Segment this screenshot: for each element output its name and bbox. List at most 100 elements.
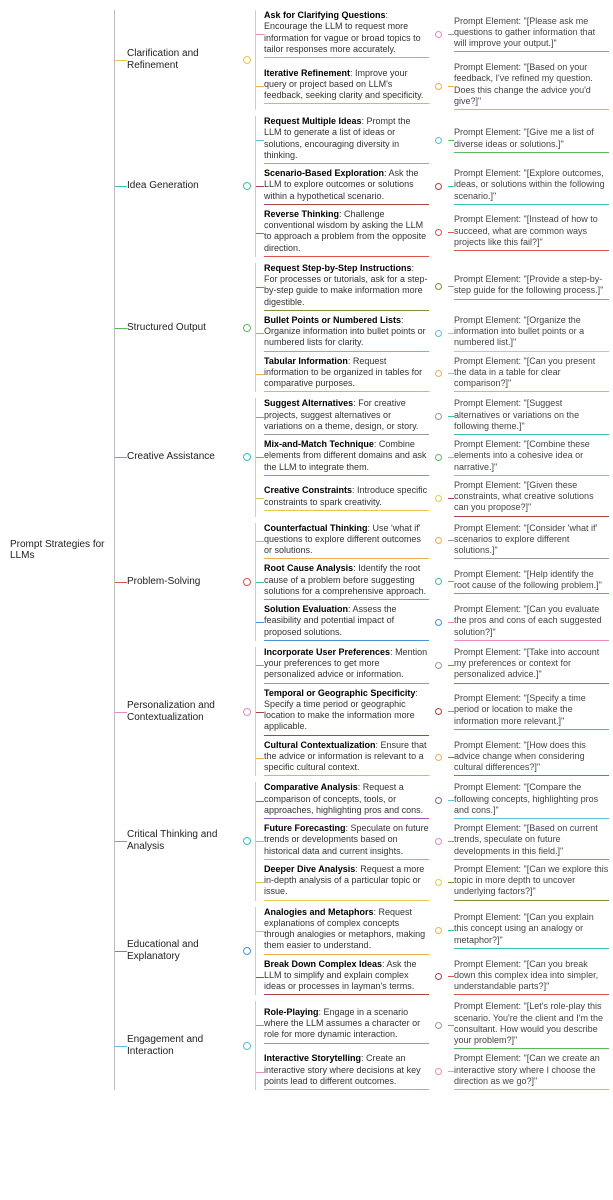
node-dot (435, 879, 442, 886)
item-title: Role-Playing (264, 1007, 319, 1017)
node-dot (435, 797, 442, 804)
category-label: Educational and Explanatory (127, 939, 241, 963)
prompt-element: Prompt Element: "[Can we explore this to… (454, 864, 609, 901)
item: Creative Constraints: Introduce specific… (256, 480, 609, 517)
category-label: Clarification and Refinement (127, 48, 241, 72)
items-container: Role-Playing: Engage in a scenario where… (255, 1001, 609, 1090)
items-container: Request Multiple Ideas: Prompt the LLM t… (255, 116, 609, 257)
node-dot (243, 578, 251, 586)
node-dot (435, 495, 442, 502)
item-description: Request Multiple Ideas: Prompt the LLM t… (264, 116, 429, 164)
item-description: Iterative Refinement: Improve your query… (264, 68, 429, 105)
item: Request Step-by-Step Instructions: For p… (256, 263, 609, 311)
item: Break Down Complex Ideas: Ask the LLM to… (256, 959, 609, 996)
item: Future Forecasting: Speculate on future … (256, 823, 609, 860)
prompt-element: Prompt Element: "[Instead of how to succ… (454, 214, 609, 251)
item: Cultural Contextualization: Ensure that … (256, 740, 609, 777)
prompt-element: Prompt Element: "[Please ask me question… (454, 16, 609, 53)
node-dot (435, 229, 442, 236)
node-dot (435, 1068, 442, 1075)
item-description: Temporal or Geographic Specificity: Spec… (264, 688, 429, 736)
items-container: Ask for Clarifying Questions: Encourage … (255, 10, 609, 110)
item-description: Tabular Information: Request information… (264, 356, 429, 393)
item-title: Break Down Complex Ideas (264, 959, 382, 969)
mindmap-root: Prompt Strategies for LLMs Clarification… (10, 10, 613, 1090)
item-description: Comparative Analysis: Request a comparis… (264, 782, 429, 819)
node-dot (435, 927, 442, 934)
category: Idea Generation Request Multiple Ideas: P… (115, 116, 609, 257)
item-title: Future Forecasting (264, 823, 346, 833)
prompt-element: Prompt Element: "[Can you explain this c… (454, 912, 609, 949)
item: Solution Evaluation: Assess the feasibil… (256, 604, 609, 641)
item-description: Scenario-Based Exploration: Ask the LLM … (264, 168, 429, 205)
item: Analogies and Metaphors: Request explana… (256, 907, 609, 955)
node-dot (435, 454, 442, 461)
category-label: Critical Thinking and Analysis (127, 829, 241, 853)
item-description: Counterfactual Thinking: Use 'what if' q… (264, 523, 429, 560)
node-dot (435, 578, 442, 585)
node-dot (243, 837, 251, 845)
item-title: Creative Constraints (264, 485, 352, 495)
prompt-element: Prompt Element: "[Specify a time period … (454, 693, 609, 730)
item: Deeper Dive Analysis: Request a more in-… (256, 864, 609, 901)
prompt-element: Prompt Element: "[Provide a step-by-step… (454, 274, 609, 300)
item: Reverse Thinking: Challenge conventional… (256, 209, 609, 257)
category-label: Personalization and Contextualization (127, 700, 241, 724)
item: Bullet Points or Numbered Lists: Organiz… (256, 315, 609, 352)
category: Engagement and InteractionRole-Playing: … (115, 1001, 609, 1090)
item-description: Future Forecasting: Speculate on future … (264, 823, 429, 860)
item-description: Solution Evaluation: Assess the feasibil… (264, 604, 429, 641)
item: Incorporate User Preferences: Mention yo… (256, 647, 609, 684)
items-container: Analogies and Metaphors: Request explana… (255, 907, 609, 996)
branches-container: Clarification and Refinement Ask for Clar… (114, 10, 609, 1090)
item-title: Tabular Information (264, 356, 348, 366)
item-description: Bullet Points or Numbered Lists: Organiz… (264, 315, 429, 352)
item-description: Ask for Clarifying Questions: Encourage … (264, 10, 429, 58)
prompt-element: Prompt Element: "[Can you break down thi… (454, 959, 609, 996)
item-title: Counterfactual Thinking (264, 523, 368, 533)
node-dot (435, 183, 442, 190)
node-dot (435, 619, 442, 626)
items-container: Suggest Alternatives: For creative proje… (255, 398, 609, 516)
category: Structured Output Request Step-by-Step In… (115, 263, 609, 393)
node-dot (435, 83, 442, 90)
prompt-element: Prompt Element: "[Given these constraint… (454, 480, 609, 517)
node-dot (243, 324, 251, 332)
prompt-element: Prompt Element: "[Take into account my p… (454, 647, 609, 684)
item-title: Scenario-Based Exploration (264, 168, 384, 178)
prompt-element: Prompt Element: "[Help identify the root… (454, 569, 609, 595)
item-description: Suggest Alternatives: For creative proje… (264, 398, 429, 435)
prompt-element: Prompt Element: "[Can you present the da… (454, 356, 609, 393)
prompt-element: Prompt Element: "[Based on current trend… (454, 823, 609, 860)
prompt-element: Prompt Element: "[Give me a list of dive… (454, 127, 609, 153)
node-dot (243, 56, 251, 64)
prompt-element: Prompt Element: "[Compare the following … (454, 782, 609, 819)
item-title: Deeper Dive Analysis (264, 864, 355, 874)
node-dot (435, 283, 442, 290)
item-title: Solution Evaluation (264, 604, 348, 614)
item: Suggest Alternatives: For creative proje… (256, 398, 609, 435)
items-container: Incorporate User Preferences: Mention yo… (255, 647, 609, 777)
item: Interactive Storytelling: Create an inte… (256, 1053, 609, 1090)
node-dot (435, 973, 442, 980)
item-description: Cultural Contextualization: Ensure that … (264, 740, 429, 777)
node-dot (243, 708, 251, 716)
item: Ask for Clarifying Questions: Encourage … (256, 10, 609, 58)
item: Scenario-Based Exploration: Ask the LLM … (256, 168, 609, 205)
node-dot (243, 182, 251, 190)
item-description: Root Cause Analysis: Identify the root c… (264, 563, 429, 600)
items-container: Comparative Analysis: Request a comparis… (255, 782, 609, 900)
prompt-element: Prompt Element: "[Consider 'what if' sce… (454, 523, 609, 560)
item-description: Interactive Storytelling: Create an inte… (264, 1053, 429, 1090)
node-dot (435, 662, 442, 669)
category-label: Problem-Solving (127, 576, 241, 588)
item: Temporal or Geographic Specificity: Spec… (256, 688, 609, 736)
node-dot (435, 708, 442, 715)
category-label: Idea Generation (127, 180, 241, 192)
root-label: Prompt Strategies for LLMs (10, 539, 114, 561)
item: Mix-and-Match Technique: Combine element… (256, 439, 609, 476)
category-label: Structured Output (127, 322, 241, 334)
node-dot (435, 413, 442, 420)
item-description: Request Step-by-Step Instructions: For p… (264, 263, 429, 311)
item-title: Root Cause Analysis (264, 563, 353, 573)
